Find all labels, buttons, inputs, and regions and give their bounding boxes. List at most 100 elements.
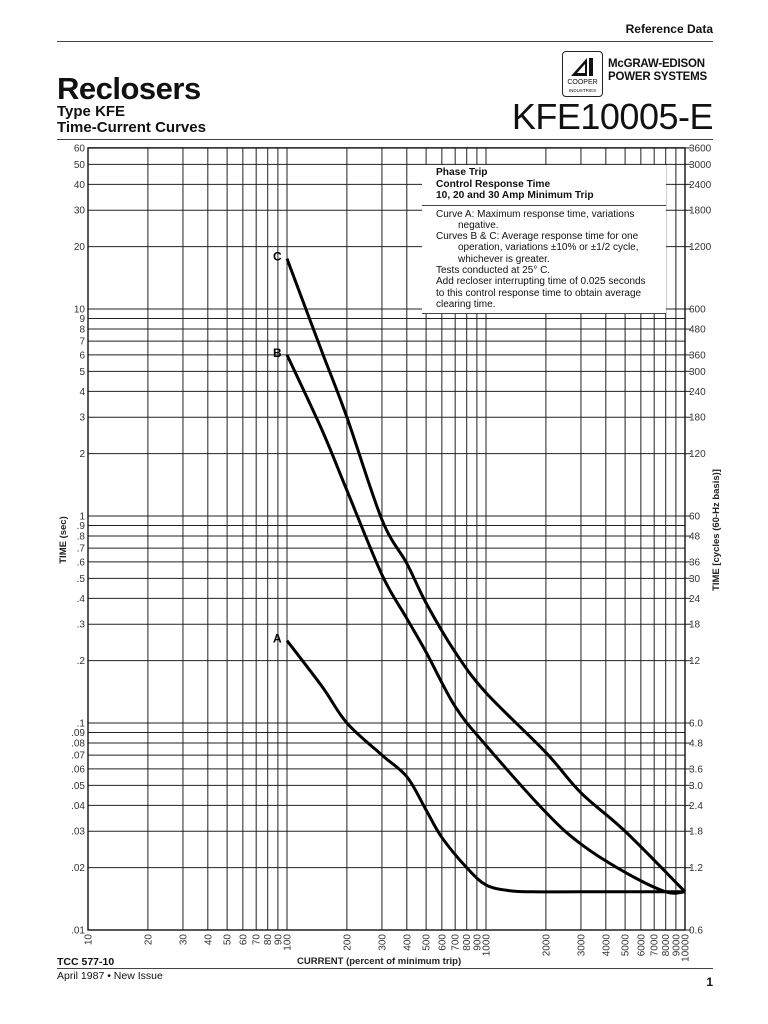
- y-tick-label: .02: [71, 863, 85, 874]
- y-tick-label: 8: [79, 325, 85, 336]
- x-tick-label: 60: [238, 934, 249, 946]
- x-tick-label: 300: [377, 934, 388, 951]
- y2-tick-label: 1.2: [689, 863, 703, 874]
- y2-tick-label: 480: [689, 325, 706, 336]
- company-line-1: McGRAW-EDISON: [608, 58, 705, 70]
- y2-tick-label: 3600: [689, 143, 712, 154]
- x-tick-label: 500: [422, 934, 433, 951]
- y2-tick-label: 3000: [689, 160, 712, 171]
- y-tick-label: 9: [79, 314, 85, 325]
- y-tick-label: .05: [71, 781, 85, 792]
- y-tick-label: 50: [74, 160, 86, 171]
- y2-tick-label: 48: [689, 532, 701, 543]
- legend-notes: Curve A: Maximum response time, variatio…: [422, 206, 666, 315]
- company-name: McGRAW-EDISON POWER SYSTEMS: [608, 58, 707, 84]
- y-axis-title: TIME (sec): [58, 516, 69, 564]
- legend-heading-line: Control Response Time: [436, 178, 551, 190]
- curve-label: A: [273, 632, 282, 646]
- y-tick-label: 6: [79, 350, 85, 361]
- y2-tick-label: 36: [689, 557, 701, 568]
- curve-a: [285, 639, 685, 894]
- tcc-number: TCC 577-10: [57, 956, 115, 968]
- y2-tick-label: 600: [689, 305, 706, 316]
- legend-heading-line: Phase Trip: [436, 167, 488, 178]
- cooper-logo: COOPER INDUSTRIES: [562, 51, 603, 97]
- x-tick-label: 900: [472, 934, 483, 951]
- y-tick-label: 5: [79, 367, 85, 378]
- page-title: Reclosers: [57, 71, 201, 106]
- y-tick-label: .8: [77, 532, 86, 543]
- y2-tick-label: 2.4: [689, 801, 703, 812]
- x-tick-label: 700: [451, 934, 462, 951]
- y2-axis-title: TIME [cycles (60-Hz basis)]: [711, 469, 722, 591]
- legend-note: whichever is greater.: [458, 253, 550, 265]
- legend-note: Curves B & C: Average response time for …: [436, 231, 639, 243]
- top-rule: [57, 41, 713, 42]
- chart-legend: Phase Trip Control Response Time 10, 20 …: [422, 165, 666, 315]
- y-tick-label: .9: [77, 521, 86, 532]
- y-tick-label: .2: [77, 656, 86, 667]
- x-tick-label: 80: [263, 934, 274, 946]
- legend-note: Tests conducted at 25° C.: [436, 264, 551, 276]
- y-tick-label: .1: [77, 719, 86, 730]
- x-tick-label: 3000: [576, 934, 587, 957]
- legend-note: negative.: [458, 219, 499, 231]
- x-tick-label: 70: [252, 934, 263, 946]
- logo-text-industries: INDUSTRIES: [568, 88, 597, 93]
- y2-tick-label: 360: [689, 350, 706, 361]
- y2-tick-label: 6.0: [689, 719, 703, 730]
- x-tick-label: 20: [143, 934, 154, 946]
- footer-rule: [57, 968, 713, 969]
- curve-b: [285, 354, 686, 895]
- y-tick-label: .01: [71, 926, 85, 937]
- y-tick-label: .6: [77, 557, 86, 568]
- x-tick-label: 9000: [671, 934, 682, 957]
- y2-tick-label: 3.6: [689, 764, 703, 775]
- y-tick-label: 1: [79, 512, 85, 523]
- curve-c: [285, 258, 687, 893]
- legend-heading: Phase Trip Control Response Time 10, 20 …: [422, 165, 666, 206]
- x-tick-label: 40: [203, 934, 214, 946]
- section-label: Reference Data: [625, 22, 713, 36]
- y-tick-label: 30: [74, 206, 86, 217]
- cooper-logo-icon: [571, 58, 593, 76]
- x-axis-title: CURRENT (percent of minimum trip): [297, 956, 461, 967]
- x-tick-label: 30: [178, 934, 189, 946]
- y-tick-label: .08: [71, 739, 85, 750]
- y2-tick-label: 2400: [689, 180, 712, 191]
- y2-tick-label: 180: [689, 413, 706, 424]
- y2-tick-label: 4.8: [689, 739, 703, 750]
- x-tick-label: 6000: [636, 934, 647, 957]
- y2-tick-label: 1200: [689, 242, 712, 253]
- y-tick-label: 4: [79, 387, 85, 398]
- plot-frame: [87, 147, 686, 931]
- y-tick-label: .7: [77, 544, 86, 555]
- y2-tick-label: 3.0: [689, 781, 703, 792]
- y-tick-label: .04: [71, 801, 85, 812]
- curve-label: C: [273, 250, 282, 264]
- x-tick-label: 800: [462, 934, 473, 951]
- page-subtitle-type: Type KFE: [57, 103, 126, 120]
- y2-tick-label: 60: [689, 512, 701, 523]
- x-tick-label: 10000: [681, 934, 692, 962]
- y2-tick-label: 1.8: [689, 827, 703, 838]
- y-tick-label: .03: [71, 827, 85, 838]
- page-subtitle-curves: Time-Current Curves: [57, 119, 206, 136]
- y2-tick-label: 300: [689, 367, 706, 378]
- y-tick-label: .09: [71, 728, 85, 739]
- legend-note: operation, variations ±10% or ±1/2 cycle…: [458, 242, 639, 254]
- y-tick-label: .4: [77, 594, 86, 605]
- logo-text-cooper: COOPER: [567, 79, 598, 86]
- x-tick-label: 90: [273, 934, 284, 946]
- y-tick-label: .3: [77, 620, 86, 631]
- y-tick-label: 20: [74, 242, 86, 253]
- issue-date: April 1987 • New Issue: [57, 970, 163, 982]
- legend-note: Add recloser interrupting time of 0.025 …: [436, 276, 646, 288]
- legend-note: clearing time.: [436, 298, 496, 310]
- y2-tick-label: 1800: [689, 206, 712, 217]
- y-tick-label: 60: [74, 143, 86, 154]
- x-tick-label: 4000: [601, 934, 612, 957]
- page-number: 1: [706, 975, 713, 989]
- y-tick-label: 40: [74, 180, 86, 191]
